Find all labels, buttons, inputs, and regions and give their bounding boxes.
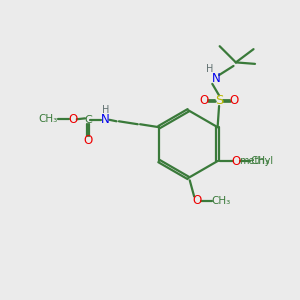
- Text: H: H: [102, 105, 109, 116]
- Text: H: H: [206, 64, 213, 74]
- Text: O: O: [199, 94, 208, 107]
- Text: C: C: [84, 115, 92, 125]
- Text: S: S: [215, 94, 223, 107]
- Text: O: O: [83, 134, 93, 147]
- Text: N: N: [101, 113, 110, 126]
- Text: CH₃: CH₃: [38, 114, 57, 124]
- Text: O: O: [232, 154, 241, 167]
- Text: CH₃: CH₃: [250, 156, 269, 166]
- Text: methyl: methyl: [239, 156, 273, 166]
- Text: O: O: [192, 194, 201, 207]
- Text: N: N: [212, 72, 220, 85]
- Text: O: O: [68, 113, 77, 126]
- Text: CH₃: CH₃: [212, 196, 231, 206]
- Text: O: O: [230, 94, 239, 107]
